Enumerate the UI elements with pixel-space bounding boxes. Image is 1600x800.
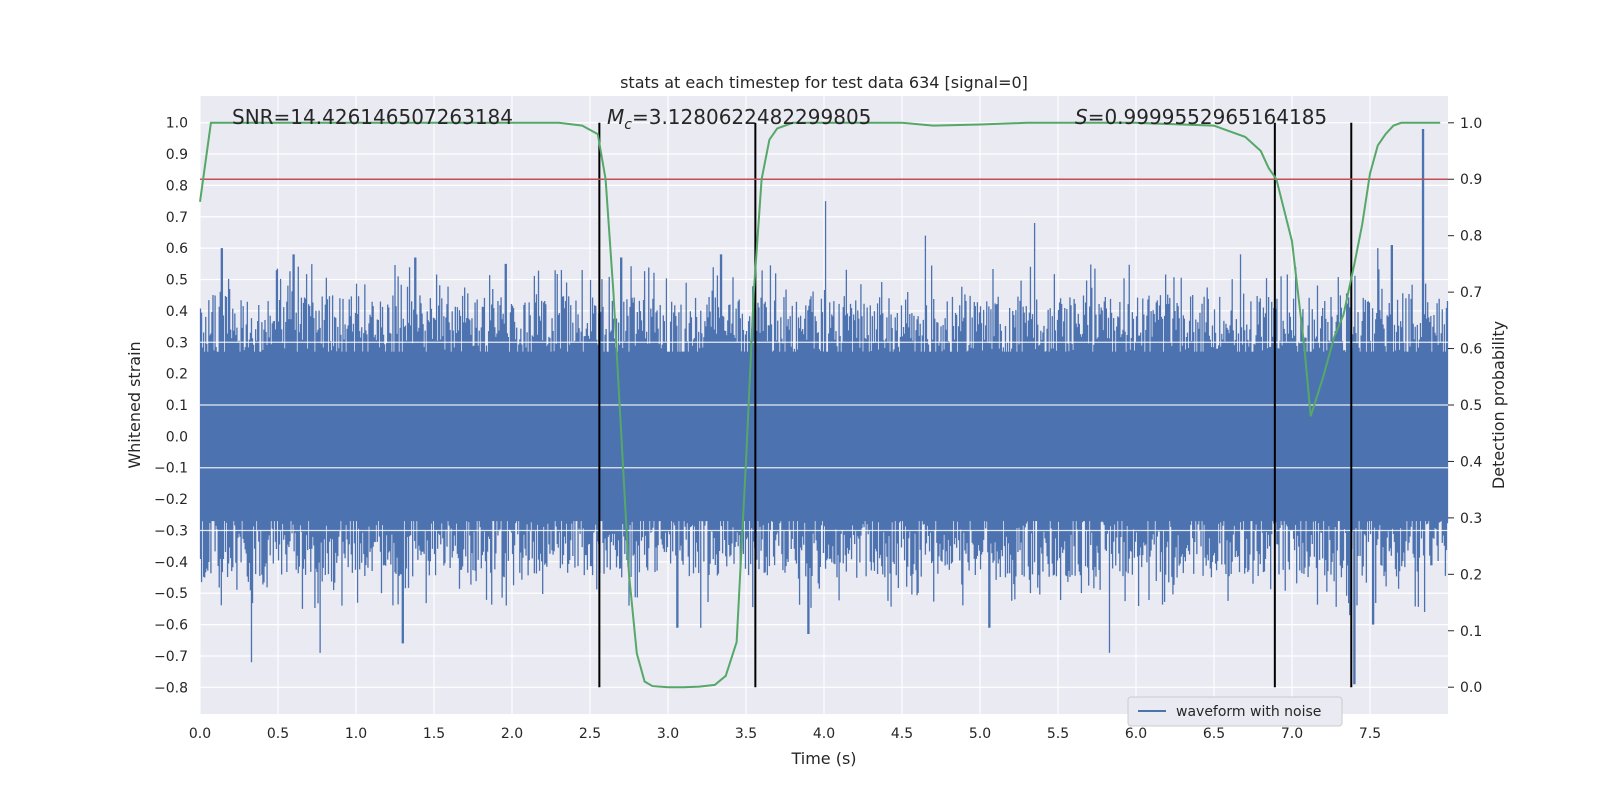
- y-tick-label: −0.8: [154, 680, 188, 696]
- y-tick-label: 0.6: [166, 241, 188, 257]
- mc-subscript: c: [624, 117, 632, 133]
- x-tick-label: 3.5: [735, 726, 757, 742]
- y2-tick-label: 0.7: [1460, 285, 1482, 301]
- x-tick-label: 5.0: [969, 726, 991, 742]
- x-tick-label: 3.0: [657, 726, 679, 742]
- y-axis-ticks: 1.0 0.9 0.8 0.7 0.6 0.5 0.4 0.3 0.2 0.1 0.0 −0.1 −0.…: [154, 116, 188, 697]
- vertical-markers: [598, 122, 1353, 688]
- y-tick-label: −0.1: [154, 461, 188, 477]
- y-tick-label: 0.7: [166, 210, 188, 226]
- y2-tick-label: 1.0: [1460, 116, 1482, 132]
- legend-box: [1127, 696, 1343, 727]
- x-tick-label: 4.5: [891, 726, 913, 742]
- legend: waveform with noise: [1127, 696, 1343, 727]
- y-tick-label: 0.8: [166, 178, 188, 194]
- y2-tick-label: 0.9: [1460, 172, 1482, 188]
- score-annotation: S=0.9999552965164185: [1075, 105, 1327, 129]
- legend-label: waveform with noise: [1176, 704, 1321, 720]
- x-tick-label: 6.0: [1125, 726, 1147, 742]
- x-tick-label: 1.0: [345, 726, 367, 742]
- waveform-with-noise-series: [199, 128, 1449, 685]
- x-tick-label: 7.0: [1281, 726, 1303, 742]
- x-tick-label: 7.5: [1359, 726, 1381, 742]
- x-tick-label: 6.5: [1203, 726, 1225, 742]
- y2-tick-label: 0.8: [1460, 229, 1482, 245]
- x-axis-ticks: 0.0 0.5 1.0 1.5 2.0 2.5 3.0 3.5 4.0 4.5 5.0 5.5 6.0 6…: [189, 726, 1381, 742]
- x-tick-label: 5.5: [1047, 726, 1069, 742]
- x-tick-label: 0.5: [267, 726, 289, 742]
- noise-core-band: [200, 351, 1448, 522]
- y-tick-label: 0.3: [166, 335, 188, 351]
- x-tick-label: 4.0: [813, 726, 835, 742]
- x-tick-label: 2.0: [501, 726, 523, 742]
- y2-tick-label: 0.4: [1460, 454, 1482, 470]
- y-tick-label: −0.7: [154, 649, 188, 665]
- s-value: =0.9999552965164185: [1088, 105, 1327, 129]
- y-tick-label: 0.5: [166, 273, 188, 289]
- y-tick-label: −0.5: [154, 586, 188, 602]
- y2-axis-label: Detection probability: [1489, 321, 1508, 489]
- y2-tick-label: 0.5: [1460, 398, 1482, 414]
- chirp-mass-annotation: Mc=3.1280622482299805: [607, 105, 871, 133]
- y-axis-label: Whitened strain: [125, 341, 144, 468]
- chart-title: stats at each timestep for test data 634…: [620, 73, 1028, 92]
- detection-probability-series: [199, 121, 1441, 689]
- y2-tick-label: 0.0: [1460, 680, 1482, 696]
- y-tick-label: −0.6: [154, 618, 188, 634]
- y-tick-label: −0.3: [154, 523, 188, 539]
- y-tick-label: 0.1: [166, 398, 188, 414]
- y-tick-label: 0.4: [166, 304, 188, 320]
- y2-tick-label: 0.6: [1460, 342, 1482, 358]
- y-tick-label: −0.2: [154, 492, 188, 508]
- probability-curve: [199, 121, 1441, 689]
- y-tick-label: 0.0: [166, 429, 188, 445]
- y2-tick-label: 0.1: [1460, 624, 1482, 640]
- x-tick-label: 1.5: [423, 726, 445, 742]
- y2-axis-ticks: 1.0 0.9 0.8 0.7 0.6 0.5 0.4 0.3 0.2 0.1 0.0: [1448, 116, 1482, 696]
- mc-value: =3.1280622482299805: [632, 105, 871, 129]
- mc-symbol: M: [607, 105, 624, 129]
- y-tick-label: 0.9: [166, 147, 188, 163]
- x-tick-label: 0.0: [189, 726, 211, 742]
- x-tick-label: 2.5: [579, 726, 601, 742]
- s-symbol: S: [1075, 105, 1088, 129]
- y2-tick-label: 0.2: [1460, 567, 1482, 583]
- y-tick-label: 0.2: [166, 367, 188, 383]
- y-tick-label: 1.0: [166, 116, 188, 132]
- y-tick-label: −0.4: [154, 555, 188, 571]
- x-axis-label: Time (s): [790, 749, 856, 768]
- y2-tick-label: 0.3: [1460, 511, 1482, 527]
- snr-annotation: SNR=14.426146507263184: [232, 105, 513, 129]
